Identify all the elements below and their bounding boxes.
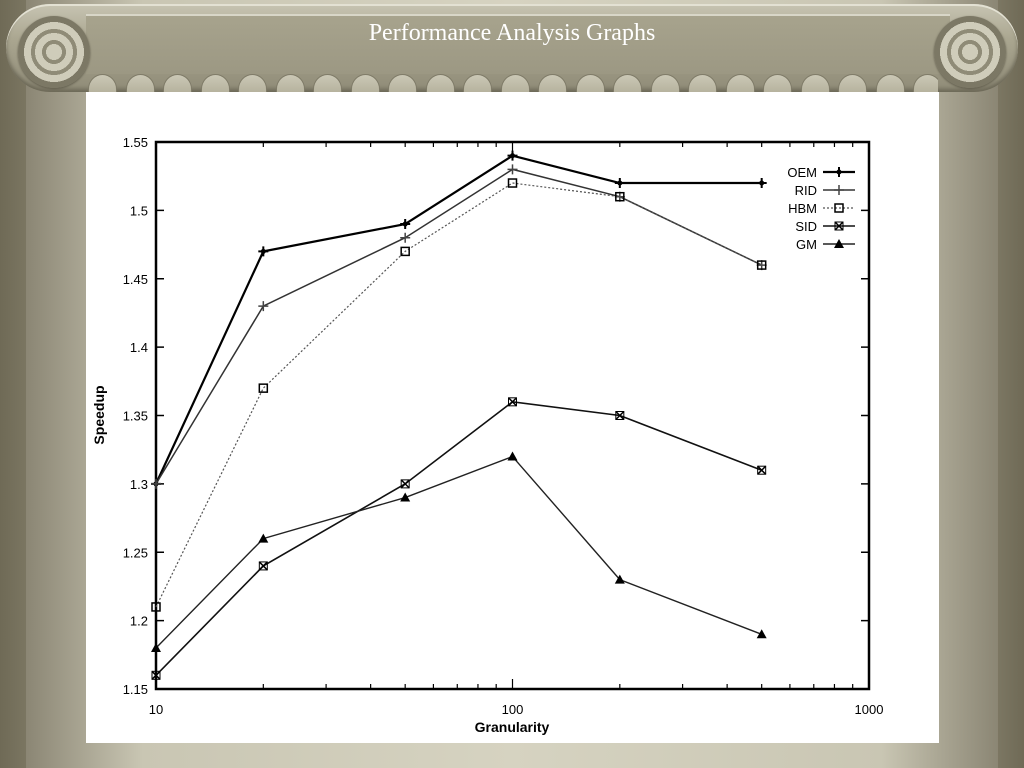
data-point-rid bbox=[507, 164, 518, 175]
chart-panel: 1.15 1.2 1.25 1.3 1.35 1.4 1.45 1.5 1.55 10 100 10… bbox=[86, 92, 939, 743]
data-point-gm bbox=[614, 574, 625, 584]
data-point-sid bbox=[615, 410, 625, 421]
series-hbm bbox=[151, 178, 767, 612]
data-point-rid bbox=[258, 301, 269, 312]
x-tick-label: 10 bbox=[149, 702, 163, 717]
molding-egg bbox=[575, 74, 605, 94]
data-point-gm bbox=[507, 451, 518, 461]
molding-egg bbox=[350, 74, 380, 94]
x-tick-label: 1000 bbox=[855, 702, 884, 717]
y-tick-label: 1.5 bbox=[130, 203, 148, 218]
molding-egg bbox=[500, 74, 530, 94]
molding-egg bbox=[613, 74, 642, 94]
molding-egg bbox=[800, 74, 830, 94]
data-point-oem bbox=[400, 219, 411, 230]
molding-egg bbox=[688, 74, 717, 94]
molding-egg bbox=[238, 74, 267, 94]
data-point-gm bbox=[756, 629, 767, 639]
data-point-oem bbox=[507, 150, 518, 161]
legend-label: GM bbox=[796, 237, 817, 252]
molding-egg bbox=[125, 74, 155, 94]
series-line-oem bbox=[155, 154, 762, 485]
y-tick-label: 1.3 bbox=[130, 477, 148, 492]
capital-band bbox=[86, 14, 950, 74]
legend-label: RID bbox=[795, 183, 817, 198]
molding-egg bbox=[200, 74, 230, 94]
data-point-hbm bbox=[756, 260, 767, 270]
series-sid bbox=[151, 397, 767, 680]
data-point-sid bbox=[507, 397, 518, 407]
legend-marker bbox=[834, 167, 844, 177]
data-point-gm bbox=[258, 533, 269, 543]
legend-label: HBM bbox=[788, 201, 817, 216]
data-point-sid bbox=[400, 479, 410, 489]
data-point-oem bbox=[258, 246, 269, 257]
egg-and-dart-molding bbox=[86, 72, 938, 94]
y-axis-ticks: 1.15 1.2 1.25 1.3 1.35 1.4 1.45 1.5 1.55 bbox=[123, 135, 869, 697]
legend-label: SID bbox=[795, 219, 817, 234]
series-line-hbm bbox=[155, 182, 762, 608]
slide-title: Performance Analysis Graphs bbox=[368, 20, 656, 46]
molding-egg bbox=[650, 74, 680, 94]
series-oem bbox=[151, 150, 767, 489]
molding-egg bbox=[763, 74, 792, 94]
data-point-hbm bbox=[151, 602, 161, 612]
molding-egg bbox=[875, 74, 905, 94]
molding-egg bbox=[88, 74, 117, 94]
data-point-oem bbox=[614, 178, 625, 189]
data-point-rid bbox=[151, 478, 161, 489]
series-line-sid bbox=[155, 400, 762, 676]
y-tick-label: 1.2 bbox=[130, 614, 148, 629]
y-tick-label: 1.25 bbox=[123, 545, 148, 560]
data-point-gm bbox=[400, 492, 411, 502]
data-series bbox=[151, 150, 767, 680]
molding-egg bbox=[838, 74, 867, 94]
series-line-gm bbox=[155, 455, 762, 649]
speedup-line-chart: 1.151.21.251.31.351.41.451.51.55 10 100 10… bbox=[91, 135, 884, 735]
x-axis-label: Granularity bbox=[475, 719, 550, 735]
molding-egg bbox=[725, 74, 755, 94]
legend: OEM RID HBM SID GM bbox=[787, 165, 855, 252]
data-point-sid bbox=[258, 561, 268, 571]
x-axis-ticks: 10 100 1000 bbox=[149, 142, 884, 717]
molding-egg bbox=[275, 74, 305, 94]
data-point-hbm bbox=[615, 191, 625, 202]
legend-marker bbox=[834, 203, 844, 213]
data-point-oem bbox=[756, 178, 767, 189]
data-point-sid bbox=[757, 465, 767, 475]
data-point-sid bbox=[151, 670, 161, 680]
y-tick-label: 1.4 bbox=[130, 340, 148, 355]
data-point-rid bbox=[400, 232, 411, 243]
molding-egg bbox=[425, 74, 455, 94]
molding-egg bbox=[913, 74, 938, 94]
y-axis-label: Speedup bbox=[91, 385, 107, 444]
y-tick-label: 1.35 bbox=[123, 409, 148, 424]
left-volute-ornament bbox=[18, 16, 90, 88]
legend-label: OEM bbox=[787, 165, 817, 180]
series-line-rid bbox=[155, 168, 763, 485]
molding-egg bbox=[463, 74, 492, 94]
molding-egg bbox=[163, 74, 192, 94]
column-capital-header bbox=[6, 4, 1018, 92]
data-point-hbm bbox=[258, 383, 269, 393]
y-tick-label: 1.55 bbox=[123, 135, 148, 150]
legend-marker bbox=[834, 185, 844, 195]
y-tick-label: 1.45 bbox=[123, 272, 148, 287]
series-gm bbox=[151, 451, 767, 652]
plot-frame bbox=[154, 140, 871, 691]
data-point-hbm bbox=[400, 246, 410, 257]
data-point-hbm bbox=[507, 178, 518, 188]
legend-marker bbox=[834, 239, 844, 248]
y-tick-label: 1.15 bbox=[123, 682, 148, 697]
data-point-gm bbox=[151, 642, 161, 652]
right-volute-ornament bbox=[934, 16, 1006, 88]
series-rid bbox=[151, 164, 767, 489]
molding-egg bbox=[388, 74, 417, 94]
molding-egg bbox=[313, 74, 342, 94]
legend-marker bbox=[834, 221, 844, 231]
x-tick-label: 100 bbox=[502, 702, 524, 717]
molding-egg bbox=[538, 74, 567, 94]
